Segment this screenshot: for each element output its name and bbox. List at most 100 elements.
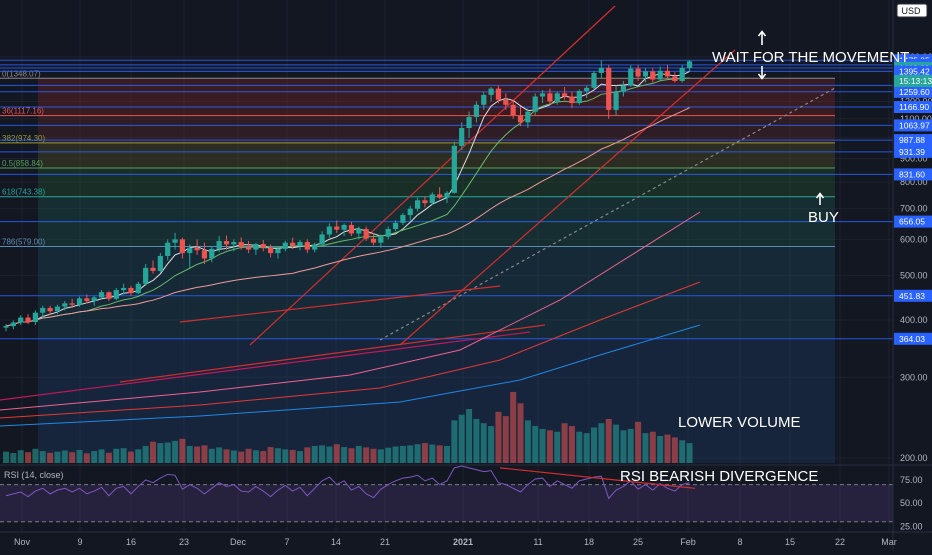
candle[interactable] <box>642 67 649 83</box>
candle[interactable] <box>679 65 685 83</box>
candle[interactable] <box>554 91 560 105</box>
candle[interactable] <box>179 237 185 259</box>
candle[interactable] <box>451 141 457 194</box>
candle[interactable] <box>341 223 347 237</box>
candle[interactable] <box>84 294 90 304</box>
candle[interactable] <box>201 242 208 265</box>
candle[interactable] <box>517 106 524 127</box>
candle[interactable] <box>422 196 428 208</box>
candle[interactable] <box>539 90 546 104</box>
candle[interactable] <box>510 99 516 119</box>
candle[interactable] <box>620 80 626 97</box>
price-level-badge[interactable]: 1395.42 <box>894 65 932 78</box>
candle[interactable] <box>275 246 281 259</box>
candle[interactable] <box>547 88 553 105</box>
candle[interactable] <box>150 260 156 274</box>
candle[interactable] <box>444 191 450 204</box>
candle[interactable] <box>650 67 656 83</box>
candle[interactable] <box>113 287 119 301</box>
candle[interactable] <box>209 246 215 263</box>
candle[interactable] <box>363 226 369 242</box>
candle[interactable] <box>370 232 377 246</box>
candle[interactable] <box>76 296 83 307</box>
candle[interactable] <box>194 239 200 255</box>
candle[interactable] <box>437 187 443 199</box>
candle[interactable] <box>334 220 340 233</box>
candle[interactable] <box>356 226 362 240</box>
candle[interactable] <box>245 241 252 254</box>
candle[interactable] <box>598 60 604 79</box>
candle[interactable] <box>495 85 502 104</box>
candle[interactable] <box>488 87 494 102</box>
candle[interactable] <box>635 65 641 81</box>
candle[interactable] <box>18 315 24 326</box>
candle[interactable] <box>569 91 575 109</box>
candle[interactable] <box>121 283 127 295</box>
candle[interactable] <box>62 301 68 311</box>
candle[interactable] <box>106 291 112 302</box>
price-level-badge[interactable]: 1166.90 <box>894 101 932 114</box>
price-level-badge[interactable]: 451.83 <box>894 289 932 302</box>
candle[interactable] <box>10 320 16 330</box>
candle[interactable] <box>686 60 693 72</box>
candle[interactable] <box>32 310 38 326</box>
candle[interactable] <box>628 65 634 88</box>
candle[interactable] <box>672 72 678 83</box>
candle[interactable] <box>172 232 178 250</box>
price-level-badge[interactable]: 831.60 <box>894 168 932 181</box>
candle[interactable] <box>319 231 325 247</box>
candle[interactable] <box>54 304 61 315</box>
candle[interactable] <box>429 192 435 205</box>
price-level-badge[interactable]: 987.88 <box>894 134 932 147</box>
time-axis[interactable]: Nov 9 16 23 Dec 7 14 21 2021 11 18 25 Feb 8 15 22 Mar <box>0 531 932 547</box>
candle[interactable] <box>40 305 46 318</box>
candle[interactable] <box>165 239 171 261</box>
candle[interactable] <box>297 240 303 251</box>
candle[interactable] <box>459 122 465 151</box>
candle[interactable] <box>282 240 288 252</box>
price-level-badge[interactable]: 1259.60 <box>894 85 932 98</box>
candle[interactable] <box>238 237 244 250</box>
candle[interactable] <box>657 66 663 81</box>
candle[interactable] <box>135 281 141 295</box>
candle[interactable] <box>613 85 619 116</box>
candle[interactable] <box>290 237 296 249</box>
candle[interactable] <box>584 85 590 99</box>
candle[interactable] <box>223 235 230 250</box>
price-level-badge[interactable]: 931.39 <box>894 145 932 158</box>
price-axis[interactable]: 200.00 300.00 400.00 500.00 600.00 700.00 800.… <box>892 0 932 550</box>
candle[interactable] <box>157 253 163 273</box>
candle[interactable] <box>591 70 597 90</box>
candle[interactable] <box>25 314 31 325</box>
candle[interactable] <box>128 285 134 296</box>
candle[interactable] <box>576 89 582 105</box>
candle[interactable] <box>231 239 237 252</box>
candle[interactable] <box>98 290 105 299</box>
candle[interactable] <box>326 223 332 238</box>
candle[interactable] <box>348 221 355 237</box>
candle[interactable] <box>562 87 568 100</box>
candle[interactable] <box>385 226 391 240</box>
candle[interactable] <box>400 212 406 225</box>
candle[interactable] <box>415 197 421 212</box>
candle[interactable] <box>3 324 9 332</box>
candle[interactable] <box>260 240 266 252</box>
candle[interactable] <box>69 298 75 308</box>
candle[interactable] <box>481 91 487 110</box>
candle[interactable] <box>473 101 479 123</box>
candle[interactable] <box>312 242 318 253</box>
candle[interactable] <box>525 108 531 129</box>
candle[interactable] <box>466 111 472 138</box>
candle[interactable] <box>187 244 193 268</box>
candle[interactable] <box>216 236 222 253</box>
candle[interactable] <box>91 295 97 306</box>
candle[interactable] <box>407 205 413 221</box>
candle[interactable] <box>253 242 259 255</box>
candle[interactable] <box>606 65 612 119</box>
candle[interactable] <box>392 220 399 232</box>
candle[interactable] <box>378 234 384 248</box>
price-level-badge[interactable]: 1063.97 <box>894 119 932 132</box>
candle[interactable] <box>503 93 509 110</box>
price-level-badge[interactable]: 364.03 <box>894 332 932 345</box>
candle[interactable] <box>47 305 53 316</box>
